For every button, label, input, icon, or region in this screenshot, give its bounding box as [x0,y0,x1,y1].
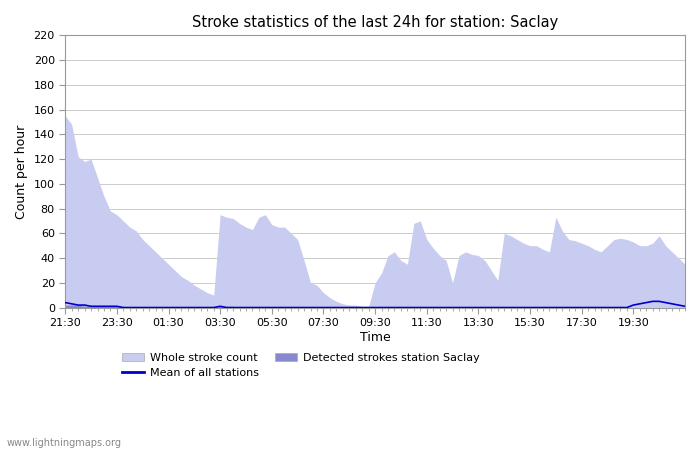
X-axis label: Time: Time [360,331,391,344]
Y-axis label: Count per hour: Count per hour [15,124,28,219]
Legend: Whole stroke count, Mean of all stations, Detected strokes station Saclay: Whole stroke count, Mean of all stations… [122,353,480,378]
Title: Stroke statistics of the last 24h for station: Saclay: Stroke statistics of the last 24h for st… [192,15,558,30]
Text: www.lightningmaps.org: www.lightningmaps.org [7,438,122,448]
